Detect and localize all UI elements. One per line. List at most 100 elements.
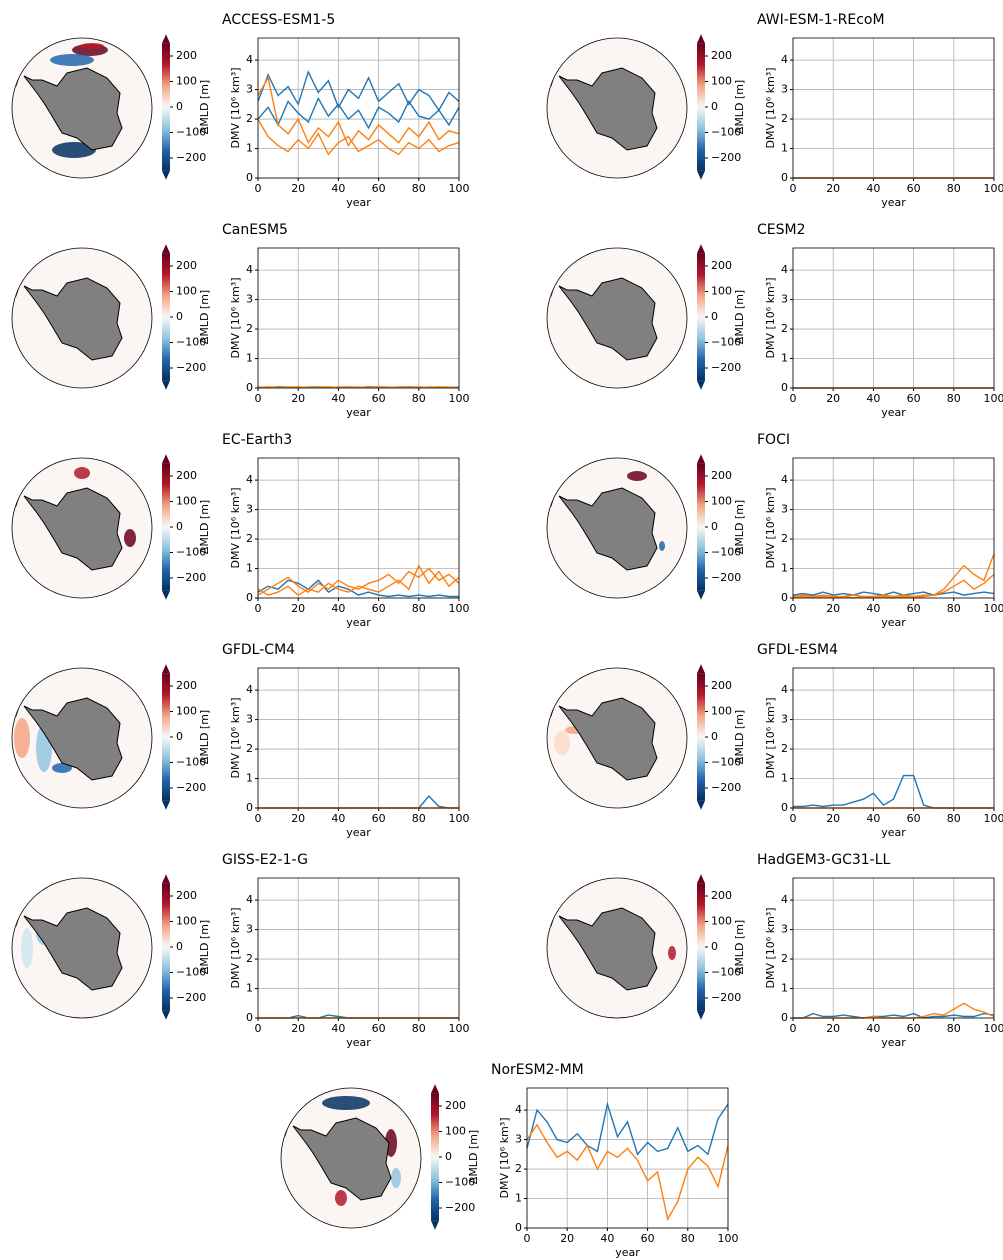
colorbar-label: ΔMLD [m] [733,290,746,344]
x-tick-label: 40 [331,392,345,405]
y-tick-label: 1 [781,772,788,785]
y-tick-label: 3 [246,713,253,726]
y-tick-label: 0 [246,171,253,184]
y-tick-label: 0 [246,1011,253,1024]
colorbar-tick-label: 100 [176,495,197,508]
series-line [258,795,459,809]
x-tick-label: 100 [449,602,470,615]
x-tick-label: 80 [412,182,426,195]
x-tick-label: 80 [412,392,426,405]
colorbar [697,43,705,171]
colorbar [162,253,170,381]
map-anomaly [322,1096,370,1110]
colorbar-extend [162,170,170,180]
colorbar-extend [697,244,705,254]
y-tick-label: 1 [246,772,253,785]
x-axis-label: year [346,406,371,419]
map-field [281,1096,401,1206]
colorbar-tick-label: 200 [711,49,732,62]
y-tick-label: 0 [246,591,253,604]
x-tick-label: 40 [866,602,880,615]
colorbar-tick-label: 200 [176,259,197,272]
x-axis-label: year [346,196,371,209]
colorbar-extend [697,380,705,390]
y-axis-label: DMV [10⁶ km³] [229,698,242,779]
colorbar-tick-label: −200 [176,361,206,374]
y-tick-label: 2 [246,112,253,125]
y-tick-label: 4 [246,263,253,276]
y-tick-label: 2 [781,112,788,125]
colorbar-tick-label: −100 [445,1176,475,1189]
x-tick-label: 20 [826,602,840,615]
colorbar-extend [697,800,705,810]
y-tick-label: 1 [781,352,788,365]
y-axis-label: DMV [10⁶ km³] [764,488,777,569]
colorbar-extend [697,1010,705,1020]
colorbar-tick-label: −200 [176,991,206,1004]
colorbar-tick-label: 0 [176,520,183,533]
x-axis-label: year [881,616,906,629]
colorbar-tick-label: −100 [711,336,741,349]
series-line [793,774,994,809]
colorbar-tick-label: 200 [176,49,197,62]
plot-frame [257,667,460,809]
colorbar-label: ΔMLD [m] [733,80,746,134]
y-tick-label: 2 [781,952,788,965]
colorbar-extend [162,874,170,884]
y-tick-label: 4 [781,893,788,906]
chart-title: EC-Earth3 [222,432,292,448]
colorbar-label: ΔMLD [m] [733,710,746,764]
x-axis-label: year [615,1246,640,1259]
chart-title: ACCESS-ESM1-5 [222,12,335,28]
x-tick-label: 60 [907,392,921,405]
y-tick-label: 1 [781,562,788,575]
colorbar [697,883,705,1011]
colorbar [431,1093,439,1221]
colorbar-tick-label: −200 [711,571,741,584]
map-anomaly [21,928,33,968]
colorbar-tick-label: 0 [711,940,718,953]
y-tick-label: 4 [515,1103,522,1116]
antarctica [23,907,123,991]
y-tick-label: 2 [781,532,788,545]
y-tick-label: 3 [781,293,788,306]
y-tick-label: 1 [246,562,253,575]
x-axis-label: year [881,406,906,419]
colorbar-label: ΔMLD [m] [198,290,211,344]
chart-title: HadGEM3-GC31-LL [757,852,891,868]
colorbar-tick-label: 0 [711,730,718,743]
chart-title: NorESM2-MM [491,1062,584,1078]
colorbar-tick-label: 200 [711,469,732,482]
antarctica [558,67,658,151]
colorbar-tick-label: 200 [176,679,197,692]
x-tick-label: 60 [907,182,921,195]
colorbar-tick-label: −100 [176,966,206,979]
y-tick-label: 4 [781,53,788,66]
x-tick-label: 0 [255,602,262,615]
colorbar-extend [697,874,705,884]
series-line [792,591,995,596]
x-tick-label: 40 [866,392,880,405]
chart-title: FOCI [757,432,790,448]
x-tick-label: 60 [372,1022,386,1035]
y-tick-label: 3 [515,1133,522,1146]
y-tick-label: 4 [781,683,788,696]
x-tick-label: 40 [331,182,345,195]
map-anomaly [50,54,94,66]
colorbar-tick-label: −200 [176,571,206,584]
y-axis-label: DMV [10⁶ km³] [764,908,777,989]
colorbar-label: ΔMLD [m] [467,1130,480,1184]
map-anomaly [14,718,30,758]
colorbar-tick-label: −200 [711,361,741,374]
x-tick-label: 60 [372,392,386,405]
colorbar [697,253,705,381]
y-tick-label: 4 [781,263,788,276]
colorbar-tick-label: −100 [711,966,741,979]
colorbar-tick-label: 200 [176,889,197,902]
colorbar-tick-label: 200 [711,889,732,902]
x-tick-label: 20 [291,812,305,825]
x-tick-label: 60 [372,812,386,825]
x-tick-label: 100 [984,392,1003,405]
